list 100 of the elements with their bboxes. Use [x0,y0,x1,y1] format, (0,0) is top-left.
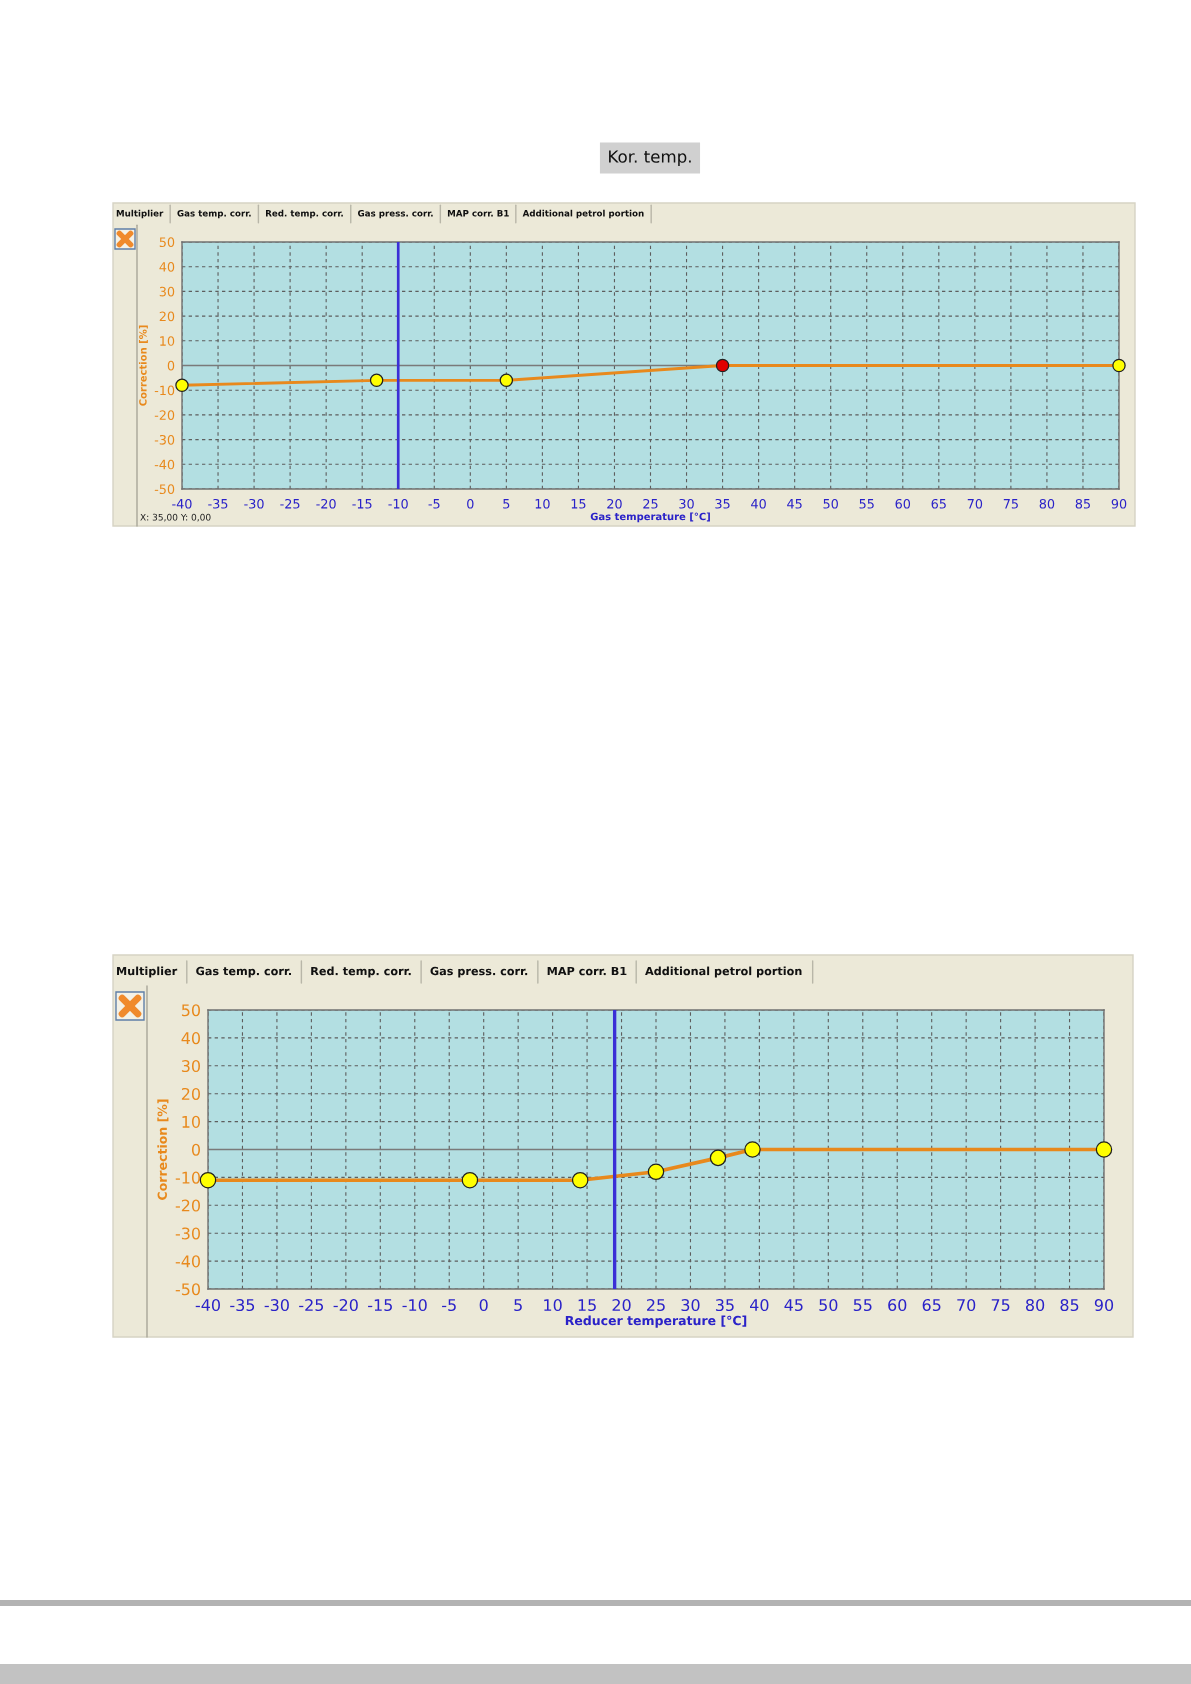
x-tick-label: 20 [612,1299,631,1312]
y-tick-label: 20 [181,1087,200,1100]
y-tick-label: -20 [154,410,175,420]
y-tick-label: -30 [154,434,175,445]
y-tick-label: -20 [175,1199,200,1212]
y-tick-label: 50 [159,237,175,248]
x-tick-label: 0 [479,1299,488,1312]
x-tick-label: 30 [679,498,694,509]
x-tick-label: 10 [535,498,550,509]
point [647,1163,665,1181]
x-tick-label: 80 [1039,498,1055,509]
x-tick-label: 55 [859,499,874,509]
point [369,373,384,388]
x-tick-label: 0 [467,498,474,509]
x-tick-label: -30 [264,1299,289,1312]
x-tick-label: 65 [922,1299,941,1312]
x-tick-label: 15 [571,499,586,509]
x-tick-label: -25 [299,1299,324,1312]
y-axis-title: Correction [%] [138,325,148,406]
x-tick-label: 70 [957,1299,976,1312]
x-tick-label: 40 [751,498,766,509]
y-tick-label: 10 [160,336,175,346]
x-tick-label: 10 [544,1299,562,1312]
x-tick-label: -20 [316,498,336,509]
text: Additional petrol portion [645,966,802,978]
point [571,1171,589,1189]
x-tick-label: 40 [750,1299,769,1312]
text: Gas press. corr. [357,209,433,219]
point [1095,1141,1113,1158]
x-tick-label: -40 [195,1299,220,1312]
y-tick-label: -50 [175,1283,200,1296]
point [199,1171,217,1189]
x-tick-label: -5 [442,1299,456,1312]
x-axis-title: Reducer temperature [°C] [565,1315,747,1328]
text: Gas press. corr. [430,966,528,978]
x-tick-label: 25 [643,498,658,509]
x-tick-label: -15 [352,499,372,509]
text: Multiplier [117,966,178,978]
x-tick-label: 15 [578,1299,596,1312]
x-tick-label: 30 [681,1299,700,1312]
x-tick-label: -35 [208,498,228,509]
x-tick-label: 90 [1111,498,1127,509]
point [175,378,189,392]
x-tick-label: 55 [853,1299,872,1312]
text: MAP corr. B1 [547,966,627,976]
y-tick-label: -40 [154,459,175,470]
y-tick-label: 20 [159,311,175,322]
x-tick-label: 80 [1026,1299,1045,1312]
x-tick-label: 5 [514,1299,522,1312]
x-tick-label: 5 [503,499,510,509]
point [709,1149,727,1167]
y-tick-label: 50 [181,1004,200,1017]
text: Gas temp. corr. [196,966,291,978]
x-tick-label: 90 [1094,1299,1114,1312]
x-tick-label: 70 [967,498,983,509]
x-tick-label: -15 [368,1299,392,1312]
y-tick-label: 40 [181,1032,200,1045]
x-tick-label: 60 [888,1299,907,1312]
x-tick-label: 45 [784,1299,803,1312]
text: Red. temp. corr. [266,209,343,219]
text: MAP corr. B1 [447,210,509,217]
text: Gas temp. corr. [177,209,251,219]
x-tick-label: 35 [715,1299,734,1312]
point [1112,358,1126,373]
x-axis-title: Gas temperature [°C] [590,512,710,523]
x-tick-label: -10 [388,498,408,509]
y-tick-label: -50 [154,484,175,495]
x-tick-label: 75 [991,1299,1010,1312]
point [715,358,730,373]
x-tick-label: -5 [428,499,440,509]
y-tick-label: 10 [182,1115,200,1128]
x-tick-label: 60 [895,498,911,509]
y-tick-label: 0 [167,360,175,371]
x-tick-label: -10 [402,1299,427,1312]
y-tick-label: -30 [175,1227,200,1240]
text: X: 35,00 Y: 0,00 [140,513,211,522]
point [744,1141,761,1158]
y-tick-label: -10 [154,385,175,396]
y-axis-title: Correction [%] [157,1099,169,1200]
x-tick-label: 85 [1075,498,1090,509]
x-tick-label: -25 [280,498,300,509]
x-tick-label: -20 [333,1299,358,1312]
x-tick-label: 35 [715,498,730,509]
x-tick-label: 45 [787,499,802,509]
x-tick-label: -30 [244,498,264,509]
y-tick-label: 40 [159,262,175,272]
x-tick-label: -35 [230,1299,255,1312]
x-tick-label: 50 [819,1299,838,1312]
x-tick-label: 20 [607,498,622,509]
y-tick-label: -40 [175,1255,200,1268]
y-tick-label: 30 [181,1060,200,1073]
x-tick-label: 75 [1003,499,1018,509]
x-tick-label: 85 [1060,1299,1079,1312]
point [461,1171,479,1189]
chart-title: Kor. temp. [609,150,691,167]
text: Additional petrol portion [522,209,644,219]
text: Multiplier [116,209,164,219]
x-tick-label: 50 [823,498,838,509]
y-tick-label: 30 [159,286,175,297]
x-tick-label: 65 [931,498,946,509]
